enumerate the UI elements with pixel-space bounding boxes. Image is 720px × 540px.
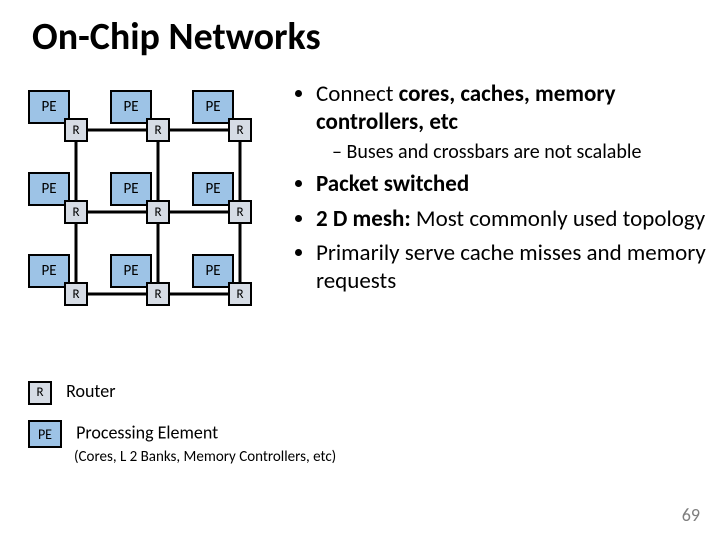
legend-pe-text: Processing Element [76,421,218,443]
bullet-3-bold: 2 D mesh: [316,205,416,233]
legend-router-label: R [36,385,43,400]
legend-router: R Router [28,380,116,405]
bullet-list: Connect cores, caches, memory controller… [290,80,710,301]
bullet-1-sub: Buses and crossbars are not scalable [332,140,710,164]
mesh-router: R [146,282,170,306]
mesh-router: R [228,200,252,224]
bullet-2: Packet switched [316,170,710,198]
bullet-1-pre: Connect [316,80,399,108]
mesh-router: R [146,200,170,224]
page-number: 69 [682,504,700,526]
mesh-diagram: PERPERPERPERPERPERPERPERPER [28,90,268,330]
bullet-2-bold: Packet switched [316,170,469,198]
mesh-router: R [64,200,88,224]
legend-pe-box: PE [28,420,62,448]
legend-pe-label: PE [38,426,52,443]
bullet-3-rest: Most commonly used topology [416,205,705,233]
slide-title: On-Chip Networks [32,14,321,60]
legend-router-text: Router [66,380,115,402]
mesh-router: R [146,118,170,142]
legend-pe-sub: (Cores, L 2 Banks, Memory Controllers, e… [74,448,336,466]
bullet-4: Primarily serve cache misses and memory … [316,239,710,295]
mesh-router: R [64,118,88,142]
mesh-router: R [228,118,252,142]
mesh-router: R [228,282,252,306]
slide: On-Chip Networks PERPERPERPERPERPERPERPE… [0,0,720,540]
legend-router-box: R [28,381,52,405]
mesh-router: R [64,282,88,306]
legend-pe: PE Processing Element (Cores, L 2 Banks,… [28,420,336,466]
bullet-3: 2 D mesh: Most commonly used topology [316,205,710,233]
bullet-1: Connect cores, caches, memory controller… [316,80,710,164]
